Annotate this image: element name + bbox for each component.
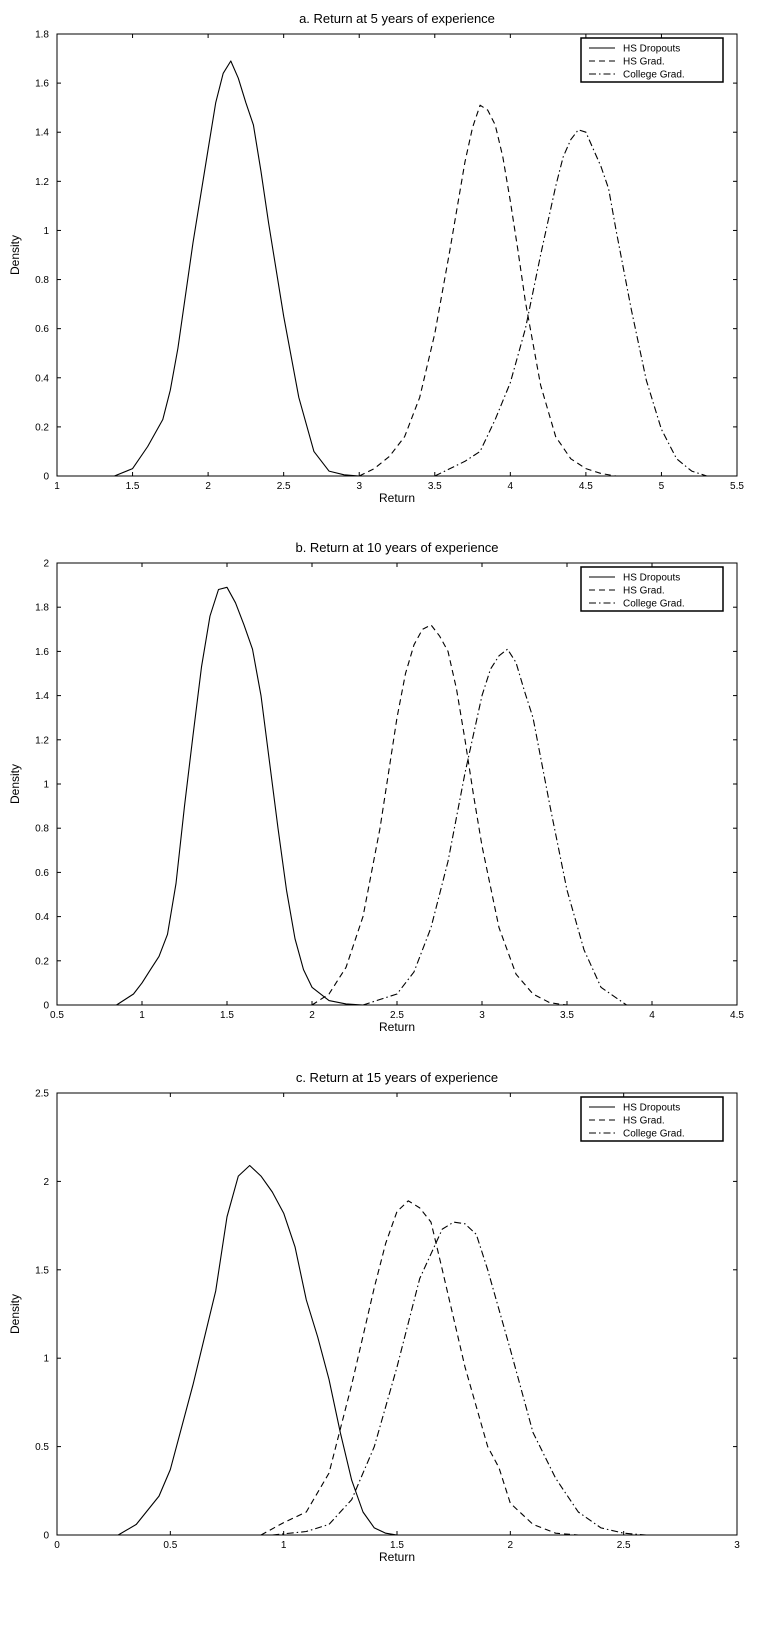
chart-title: c. Return at 15 years of experience bbox=[296, 1070, 498, 1085]
legend-label: HS Dropouts bbox=[623, 573, 680, 584]
series-line-college-grad bbox=[272, 1221, 647, 1536]
chart-panel-a: a. Return at 5 years of experience 1 1.5 2 2… bbox=[8, 11, 744, 505]
y-tick-label: 1.4 bbox=[35, 128, 49, 139]
x-tick-label: 4.5 bbox=[730, 1010, 744, 1021]
y-tick-label: 0 bbox=[43, 1531, 49, 1542]
series-line-college-grad bbox=[434, 129, 707, 477]
x-tick-label: 5 bbox=[659, 481, 665, 492]
x-tick-label: 2.5 bbox=[277, 481, 291, 492]
x-tick-label: 3 bbox=[356, 481, 362, 492]
y-tick-label: 1.6 bbox=[35, 79, 49, 90]
x-tick-label: 4.5 bbox=[579, 481, 593, 492]
y-tick-label: 1.6 bbox=[35, 647, 49, 658]
x-tick-label: 5.5 bbox=[730, 481, 744, 492]
x-tick-label: 0.5 bbox=[50, 1010, 64, 1021]
x-tick-label: 3.5 bbox=[428, 481, 442, 492]
y-tick-label: 1 bbox=[43, 780, 49, 791]
plot-frame bbox=[56, 1092, 738, 1536]
y-tick-label: 0 bbox=[43, 472, 49, 483]
x-tick-label: 3.5 bbox=[560, 1010, 574, 1021]
x-tick-label: 1 bbox=[139, 1010, 145, 1021]
chart-panel-b: b. Return at 10 years of experience 0.5 1 1… bbox=[8, 540, 744, 1034]
legend-label: College Grad. bbox=[623, 599, 685, 610]
x-tick-label: 2.5 bbox=[617, 1540, 631, 1551]
legend-label: HS Grad. bbox=[623, 586, 665, 597]
y-tick-label: 1.4 bbox=[35, 691, 49, 702]
chart-title: b. Return at 10 years of experience bbox=[295, 540, 498, 555]
series-line-hs-dropouts bbox=[116, 586, 364, 1006]
y-tick-label: 0.2 bbox=[35, 422, 49, 433]
series-line-college-grad bbox=[362, 648, 627, 1006]
x-tick-label: 1 bbox=[54, 481, 60, 492]
series-line-hs-dropouts bbox=[114, 60, 360, 477]
series-line-hs-grad bbox=[358, 104, 617, 477]
y-tick-label: 1.5 bbox=[35, 1265, 49, 1276]
y-tick-label: 0.6 bbox=[35, 324, 49, 335]
legend: HS Dropouts HS Grad. College Grad. bbox=[580, 566, 724, 612]
y-axis-label: Density bbox=[8, 235, 22, 275]
legend-box bbox=[580, 1096, 724, 1142]
x-tick-label: 1 bbox=[281, 1540, 287, 1551]
y-tick-label: 2 bbox=[43, 559, 49, 570]
y-tick-label: 1.2 bbox=[35, 177, 49, 188]
y-tick-label: 0.8 bbox=[35, 824, 49, 835]
x-tick-label: 4 bbox=[649, 1010, 655, 1021]
x-tick-label: 3 bbox=[734, 1540, 740, 1551]
y-tick-label: 1.8 bbox=[35, 30, 49, 41]
y-tick-label: 1.8 bbox=[35, 603, 49, 614]
plot-frame bbox=[56, 562, 738, 1006]
x-tick-label: 2 bbox=[508, 1540, 514, 1551]
chart-title: a. Return at 5 years of experience bbox=[299, 11, 495, 26]
x-tick-label: 2.5 bbox=[390, 1010, 404, 1021]
x-tick-label: 2 bbox=[205, 481, 211, 492]
y-tick-label: 1 bbox=[43, 226, 49, 237]
x-axis-label: Return bbox=[379, 1020, 415, 1034]
x-tick-label: 3 bbox=[479, 1010, 485, 1021]
legend-label: HS Dropouts bbox=[623, 1103, 680, 1114]
y-tick-label: 0.2 bbox=[35, 956, 49, 967]
legend-label: College Grad. bbox=[623, 1129, 685, 1140]
x-tick-label: 0.5 bbox=[163, 1540, 177, 1551]
plot-frame bbox=[56, 33, 738, 477]
legend-box bbox=[580, 37, 724, 83]
legend-label: College Grad. bbox=[623, 70, 685, 81]
x-axis-label: Return bbox=[379, 491, 415, 505]
y-tick-label: 0 bbox=[43, 1001, 49, 1012]
y-tick-label: 2.5 bbox=[35, 1089, 49, 1100]
x-tick-label: 1.5 bbox=[220, 1010, 234, 1021]
legend: HS Dropouts HS Grad. College Grad. bbox=[580, 1096, 724, 1142]
legend-label: HS Grad. bbox=[623, 1116, 665, 1127]
y-tick-label: 0.8 bbox=[35, 275, 49, 286]
x-axis-label: Return bbox=[379, 1550, 415, 1564]
legend: HS Dropouts HS Grad. College Grad. bbox=[580, 37, 724, 83]
series-line-hs-grad bbox=[260, 1200, 579, 1536]
legend-box bbox=[580, 566, 724, 612]
y-tick-label: 0.4 bbox=[35, 912, 49, 923]
legend-label: HS Grad. bbox=[623, 57, 665, 68]
x-tick-label: 0 bbox=[54, 1540, 60, 1551]
x-tick-label: 1.5 bbox=[390, 1540, 404, 1551]
y-tick-label: 0.4 bbox=[35, 373, 49, 384]
y-axis-label: Density bbox=[8, 764, 22, 804]
y-axis-label: Density bbox=[8, 1294, 22, 1334]
legend-label: HS Dropouts bbox=[623, 44, 680, 55]
x-tick-label: 2 bbox=[309, 1010, 315, 1021]
y-tick-label: 1 bbox=[43, 1354, 49, 1365]
chart-panel-c: c. Return at 15 years of experience 0 0.5 1… bbox=[8, 1070, 740, 1564]
y-tick-label: 0.6 bbox=[35, 868, 49, 879]
y-tick-label: 1.2 bbox=[35, 735, 49, 746]
x-tick-label: 1.5 bbox=[126, 481, 140, 492]
y-tick-label: 0.5 bbox=[35, 1442, 49, 1453]
y-tick-label: 2 bbox=[43, 1177, 49, 1188]
series-line-hs-grad bbox=[311, 624, 568, 1006]
series-line-hs-dropouts bbox=[117, 1164, 398, 1536]
x-tick-label: 4 bbox=[508, 481, 514, 492]
